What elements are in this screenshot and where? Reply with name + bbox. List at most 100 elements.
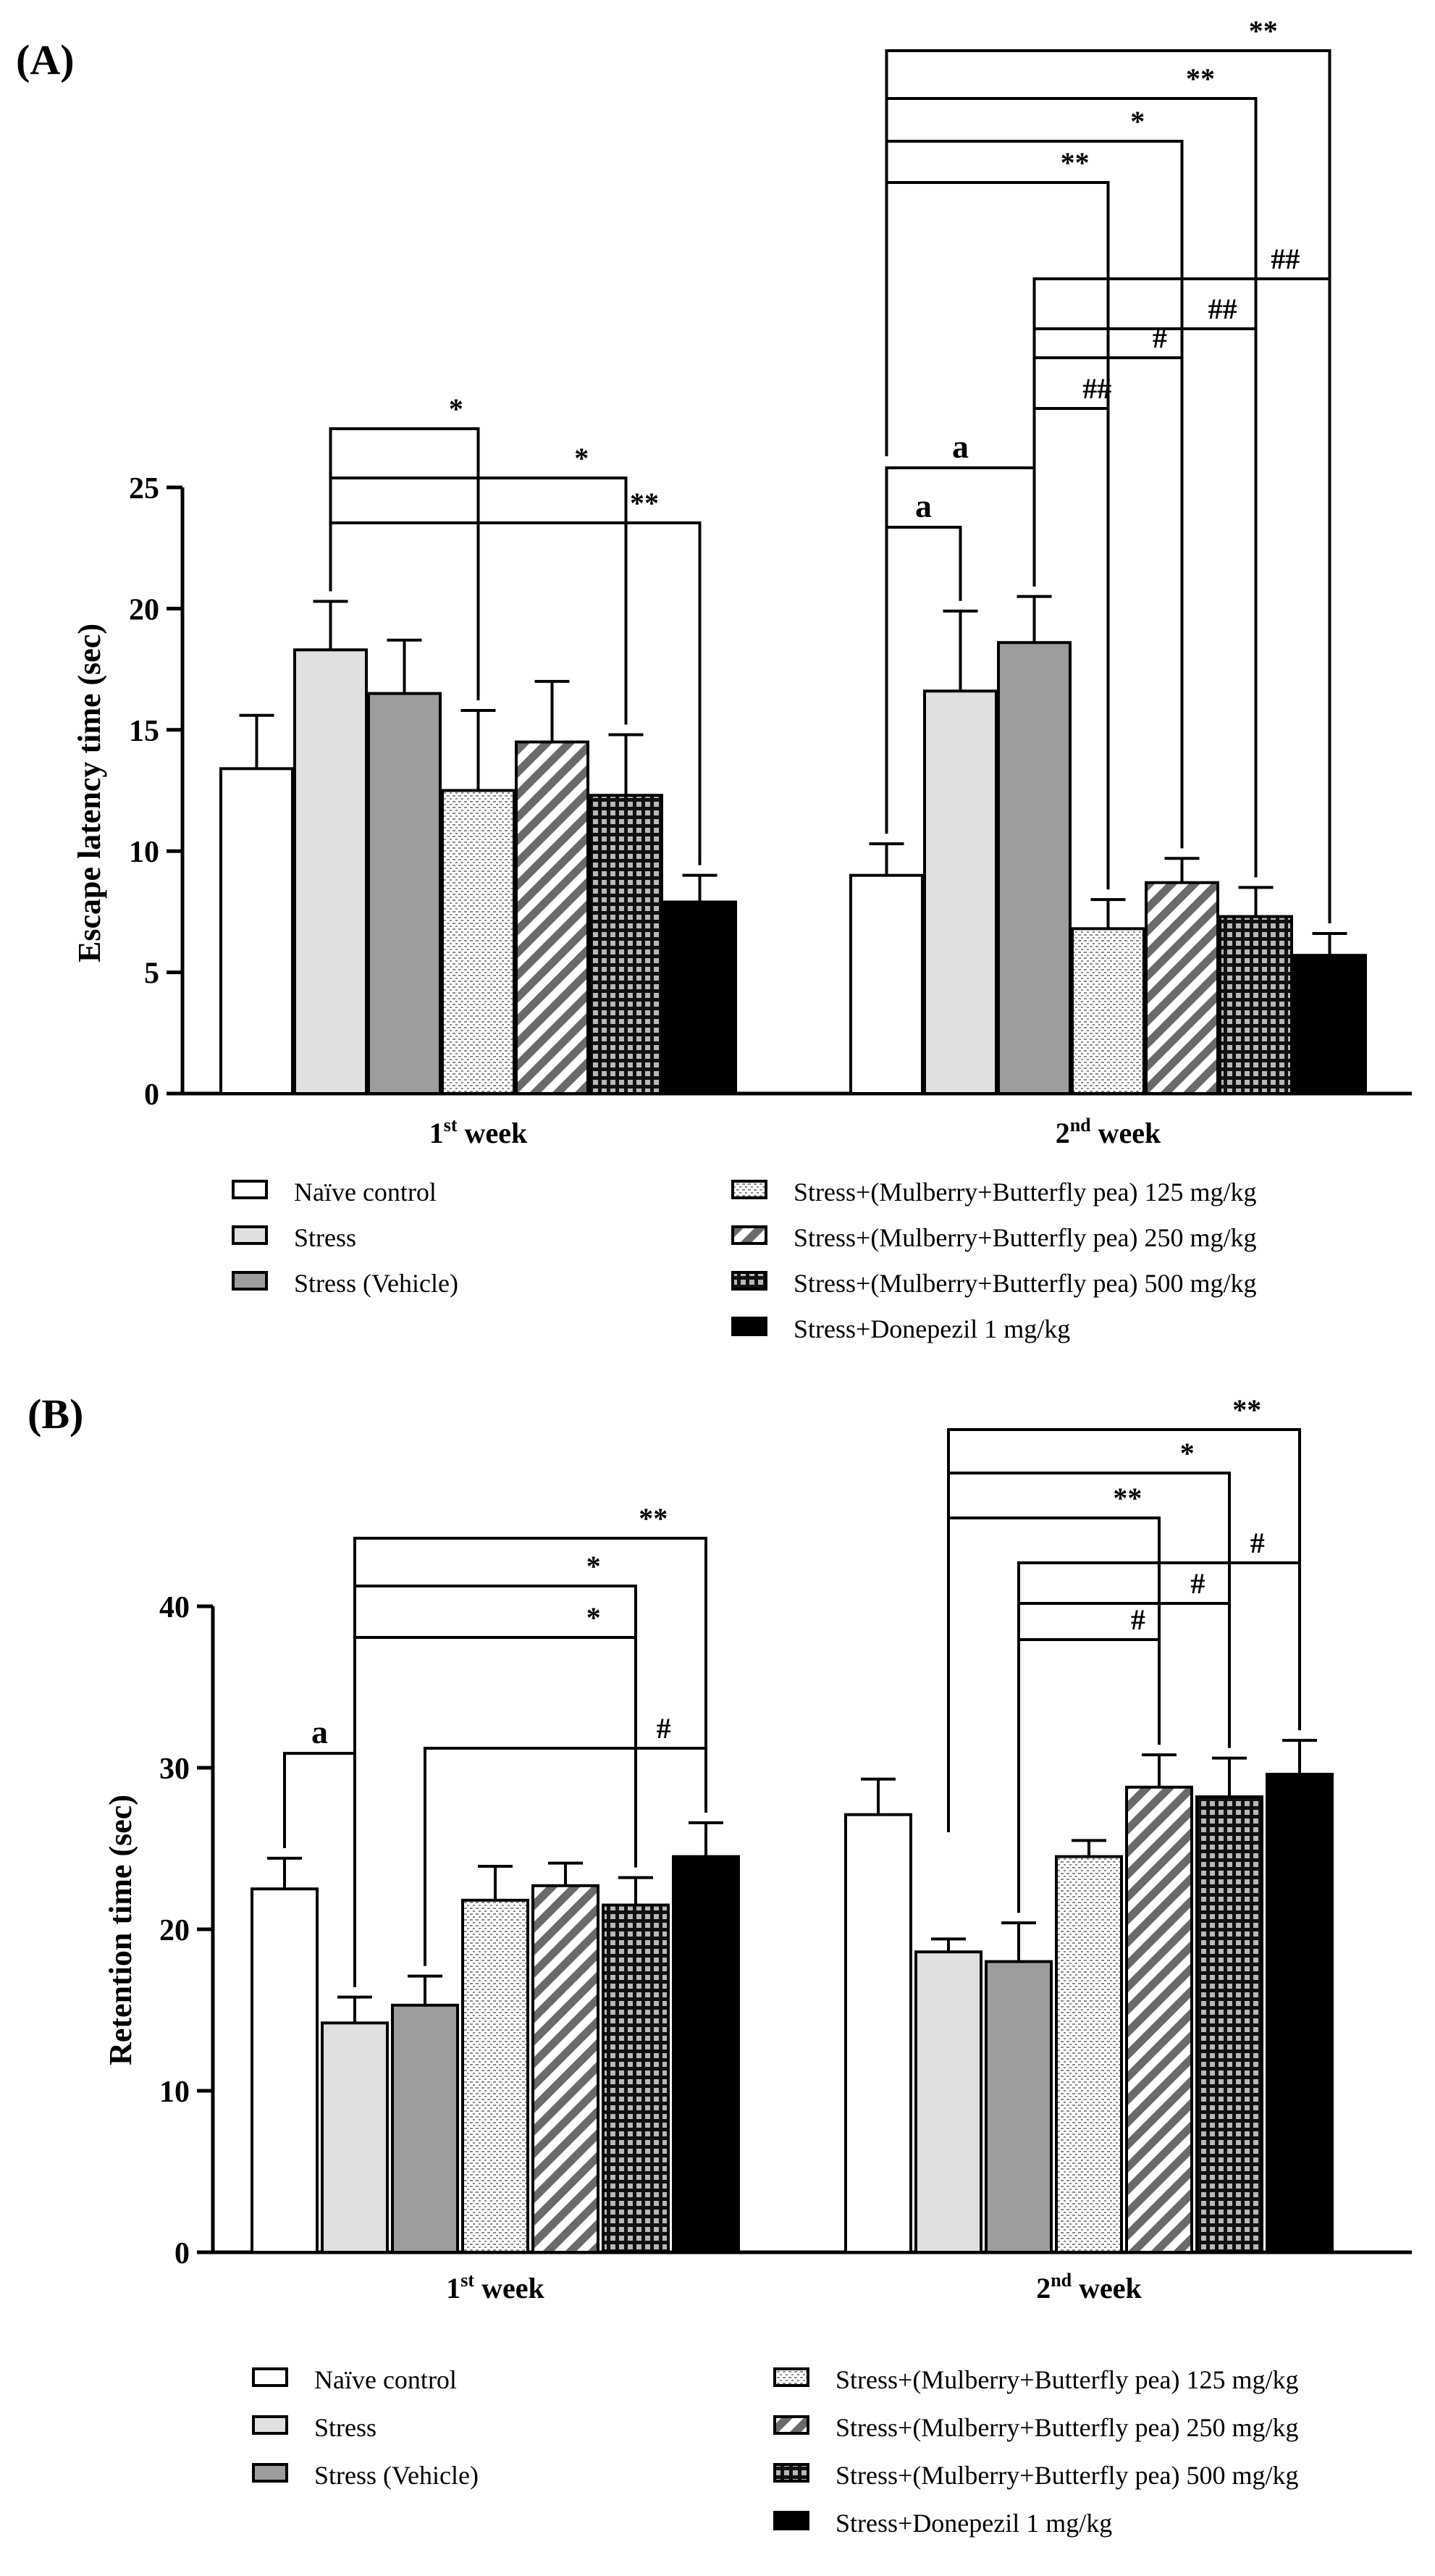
legend-label: Stress (Vehicle) — [294, 1269, 458, 1298]
significance-label: ** — [1113, 1482, 1142, 1514]
bar — [849, 873, 924, 1096]
significance-label: # — [1190, 1567, 1205, 1600]
significance-label: * — [1130, 105, 1145, 138]
bar — [251, 1887, 319, 2254]
significance-label: ** — [630, 487, 659, 519]
x-tick-label: 1st week — [429, 1115, 528, 1149]
significance-label: # — [1131, 1603, 1145, 1636]
y-tick-label: 30 — [159, 1753, 190, 1786]
panel-a-chart: (A) 0 5 10 15 20 25 Escape latency time (sec) 1s… — [16, 14, 1412, 1343]
significance-label: ## — [1208, 293, 1237, 325]
legend-swatch — [232, 1271, 268, 1291]
legend-label: Stress+(Mulberry+Butterfly pea) 125 mg/k… — [836, 2365, 1299, 2394]
bar — [1219, 915, 1293, 1095]
legend-swatch — [252, 2415, 288, 2435]
y-axis-label: Escape latency time (sec) — [72, 624, 107, 962]
bar — [367, 692, 442, 1095]
bar — [602, 1903, 670, 2254]
significance-bracket — [947, 1516, 1161, 1832]
y-tick-label: 10 — [159, 2076, 190, 2109]
significance-label: * — [574, 442, 589, 474]
legend-swatch — [773, 2511, 809, 2530]
legend-label: Naïve control — [294, 1178, 437, 1207]
bar — [1195, 1795, 1263, 2254]
legend-swatch — [773, 2463, 809, 2483]
bar — [441, 789, 515, 1095]
legend-swatch — [252, 2367, 288, 2387]
bar — [914, 1950, 982, 2254]
y-tick-label: 40 — [159, 1591, 190, 1624]
significance-bracket — [947, 1428, 1301, 1832]
legend-swatch — [773, 2415, 809, 2435]
y-tick-label: 0 — [174, 2237, 190, 2270]
legend-label: Stress+(Mulberry+Butterfly pea) 250 mg/k… — [794, 1223, 1257, 1252]
legend-label: Stress+(Mulberry+Butterfly pea) 250 mg/k… — [836, 2413, 1299, 2442]
bar — [1292, 954, 1367, 1095]
bar — [844, 1813, 912, 2254]
significance-bracket — [353, 1537, 707, 1987]
significance-label: ** — [1249, 14, 1278, 47]
legend-label: Stress — [314, 2413, 376, 2442]
x-tick-label: 2nd week — [1056, 1115, 1161, 1149]
x-tick-label: 1st week — [446, 2270, 544, 2304]
significance-label: # — [657, 1712, 671, 1745]
significance-label: ** — [1186, 62, 1215, 95]
y-tick-label: 25 — [129, 472, 159, 505]
y-tick-label: 0 — [144, 1078, 159, 1112]
panel-b-chart: (B) 0 10 20 30 40 Retention time (sec) 1st week… — [28, 1390, 1412, 2538]
legend-label: Naïve control — [314, 2365, 457, 2394]
panel-label: (A) — [16, 36, 75, 83]
bar — [321, 2021, 389, 2254]
bar — [985, 1960, 1053, 2254]
legend-label: Stress+Donepezil 1 mg/kg — [836, 2509, 1112, 2538]
significance-label: * — [1180, 1437, 1195, 1469]
legend-swatch — [731, 1271, 767, 1291]
significance-label: ** — [639, 1502, 668, 1535]
significance-label: * — [586, 1550, 601, 1582]
y-tick-label: 10 — [129, 836, 159, 869]
y-axis-label: Retention time (sec) — [103, 1795, 138, 2065]
bar — [1266, 1772, 1334, 2254]
legend-label: Stress (Vehicle) — [314, 2461, 479, 2490]
legend-label: Stress+(Mulberry+Butterfly pea) 500 mg/k… — [836, 2461, 1299, 2490]
bar — [923, 689, 998, 1095]
bar — [531, 1884, 599, 2254]
bar — [997, 641, 1072, 1095]
bar — [461, 1898, 529, 2254]
significance-bracket — [329, 521, 702, 865]
legend-swatch — [773, 2367, 809, 2387]
significance-label: ** — [1061, 146, 1090, 179]
legend-label: Stress+Donepezil 1 mg/kg — [794, 1314, 1070, 1343]
legend-swatch — [252, 2463, 288, 2483]
legend-swatch — [232, 1180, 268, 1199]
bar — [293, 648, 368, 1095]
bar — [1125, 1785, 1193, 2254]
bar — [515, 740, 589, 1096]
y-tick-label: 20 — [159, 1914, 190, 1947]
significance-label: # — [1250, 1527, 1265, 1559]
significance-bracket — [947, 1472, 1231, 1832]
y-tick-label: 20 — [129, 593, 159, 626]
significance-label: a — [952, 428, 969, 465]
significance-label: a — [311, 1713, 328, 1750]
bar — [1071, 927, 1145, 1096]
bar — [391, 2003, 459, 2254]
panel-label: (B) — [28, 1390, 83, 1438]
significance-label: * — [586, 1601, 601, 1634]
bar — [662, 900, 737, 1096]
legend-swatch — [731, 1317, 767, 1336]
legend-swatch — [731, 1180, 767, 1199]
bar — [672, 1855, 740, 2254]
significance-label: ## — [1271, 243, 1300, 275]
significance-label: # — [1153, 322, 1167, 354]
significance-label: ** — [1232, 1393, 1261, 1426]
significance-label: a — [915, 487, 932, 524]
y-tick-label: 15 — [129, 715, 159, 748]
x-tick-label: 2nd week — [1036, 2270, 1142, 2304]
legend-label: Stress — [294, 1223, 356, 1252]
bar — [1145, 881, 1219, 1095]
y-tick-label: 5 — [144, 957, 159, 991]
legend-swatch — [731, 1225, 767, 1245]
bar — [219, 767, 294, 1096]
